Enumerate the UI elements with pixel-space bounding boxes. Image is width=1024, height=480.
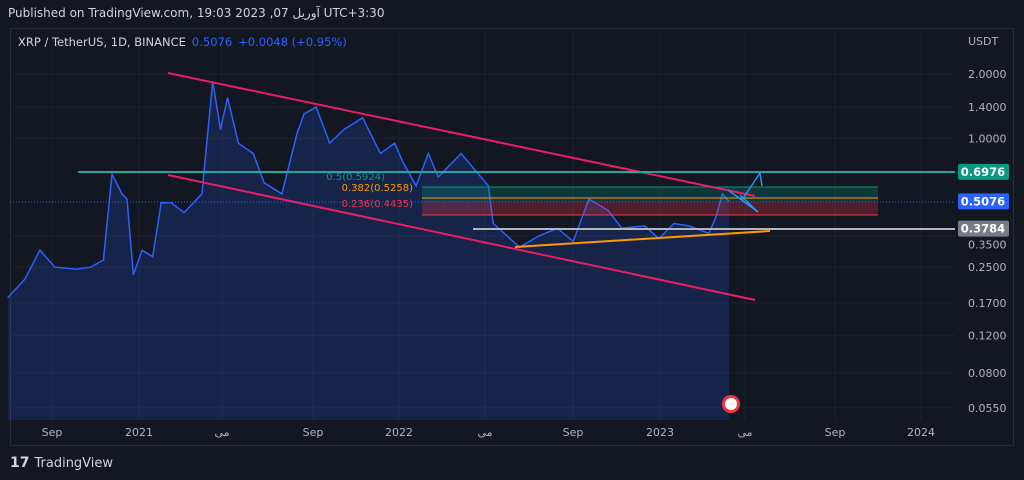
channel-upper-line xyxy=(167,72,756,197)
channel-lower-line xyxy=(167,174,756,301)
svg-text:0.6976: 0.6976 xyxy=(961,165,1005,179)
symbol-info: XRP / TetherUS, 1D, BINANCE xyxy=(18,35,186,49)
price-area xyxy=(7,81,729,420)
projection-arrow-down xyxy=(727,189,759,213)
us-flag-icon xyxy=(725,398,737,410)
last-price: 0.5076 xyxy=(191,35,233,49)
svg-text:0.5076: 0.5076 xyxy=(961,194,1005,208)
triangle-support-line xyxy=(514,230,771,248)
price-axis: 2.0000 1.4000 1.0000 0.3500 0.2500 0.1700 0.12… xyxy=(968,68,1007,415)
x-tick-label: می xyxy=(214,426,229,439)
tradingview-logo-icon: 𝟭𝟳 xyxy=(10,455,30,471)
x-tick-label: 2021 xyxy=(125,426,153,439)
x-tick-label: می xyxy=(477,426,492,439)
y-tick-label: 1.0000 xyxy=(968,132,1007,145)
support-price-badge: 0.3784 xyxy=(958,220,1009,237)
svg-text:0.3784: 0.3784 xyxy=(961,222,1005,236)
resistance-price-badge: 0.6976 xyxy=(958,163,1009,180)
published-header: Published on TradingView.com, 19:03 2023… xyxy=(8,6,385,20)
brand-name: TradingView xyxy=(34,455,114,471)
x-tick-label: می xyxy=(737,426,752,439)
time-axis: Sep 2021 می Sep 2022 می Sep 2023 می Sep 2024 xyxy=(42,426,935,439)
last-price-badge: 0.5076 xyxy=(958,193,1009,210)
x-tick-label: Sep xyxy=(825,426,846,439)
x-tick-label: Sep xyxy=(563,426,584,439)
y-tick-label: 1.4000 xyxy=(968,101,1007,114)
y-tick-label: 0.0550 xyxy=(968,402,1007,415)
y-tick-label: 2.0000 xyxy=(968,68,1007,81)
footer-brand[interactable]: 𝟭𝟳 TradingView xyxy=(10,455,113,471)
x-tick-label: 2024 xyxy=(907,426,935,439)
symbol-legend: XRP / TetherUS, 1D, BINANCE 0.5076 +0.0048… xyxy=(18,35,347,49)
x-tick-label: Sep xyxy=(42,426,63,439)
y-tick-label: 0.1200 xyxy=(968,329,1007,342)
x-tick-label: Sep xyxy=(303,426,324,439)
y-tick-label: 0.3500 xyxy=(968,239,1007,252)
price-line xyxy=(7,81,730,299)
fib-label-0.382: 0.382(0.5258) xyxy=(342,183,414,194)
x-tick-label: 2023 xyxy=(646,426,674,439)
y-tick-label: 0.2500 xyxy=(968,261,1007,274)
x-tick-label: 2022 xyxy=(385,426,413,439)
fib-label-0.5: 0.5(0.5924) xyxy=(326,172,385,183)
fib-zone-upper xyxy=(422,187,878,201)
fib-zone-lower xyxy=(422,201,878,215)
chart-frame xyxy=(10,28,1014,446)
price-change: +0.0048 (+0.95%) xyxy=(238,35,347,49)
grid xyxy=(10,30,955,420)
fib-label-0.236: 0.236(0.4435) xyxy=(342,199,414,210)
y-tick-label: 0.1700 xyxy=(968,297,1007,310)
y-tick-label: 0.0800 xyxy=(968,367,1007,380)
currency-label: USDT xyxy=(968,35,999,48)
projection-arrow-up xyxy=(741,170,763,201)
